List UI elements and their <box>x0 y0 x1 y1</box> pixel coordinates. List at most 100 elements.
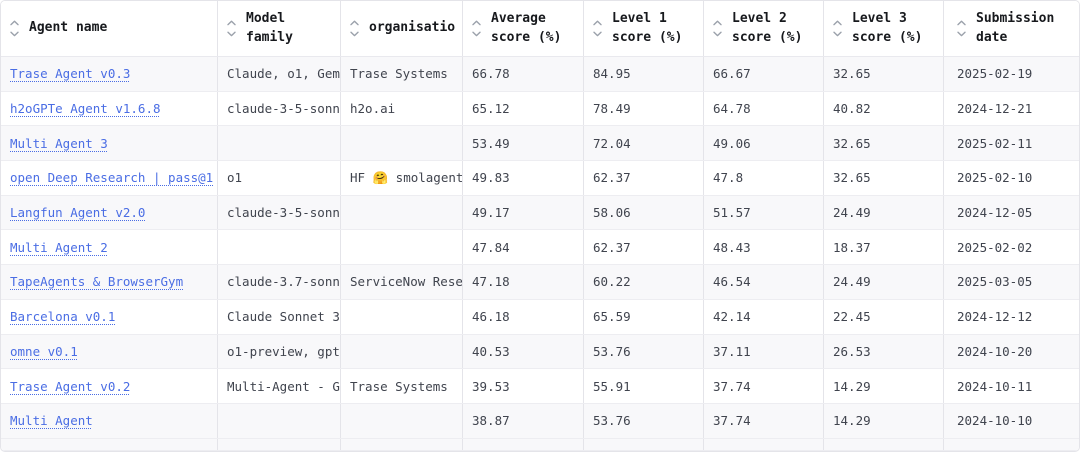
sort-ascending-icon <box>227 20 236 26</box>
average-score-cell: 49.17 <box>463 195 584 230</box>
agent-link[interactable]: Multi Agent <box>10 413 93 429</box>
agent-link[interactable]: omne v0.1 <box>10 343 78 359</box>
sort-control[interactable] <box>472 20 481 37</box>
average-score-cell: 47.84 <box>463 230 584 265</box>
empty-cell <box>218 438 341 450</box>
sort-control[interactable] <box>10 20 19 37</box>
level3-score-cell: 40.82 <box>824 91 944 126</box>
model-family-cell: claude-3-5-sonn <box>218 195 341 230</box>
table-row: Trase Agent v0.2 Multi-Agent - G Trase S… <box>1 369 1079 404</box>
submission-date-cell: 2025-02-11 <box>957 135 1033 151</box>
level3-score-cell: 26.53 <box>824 334 944 369</box>
agent-name-cell: Barcelona v0.1 <box>1 299 218 334</box>
model-family-cell: Multi-Agent - G <box>218 369 341 403</box>
model-family-cell <box>218 230 341 265</box>
column-header-label: Average score (%) <box>491 10 562 45</box>
agent-link[interactable]: TapeAgents & BrowserGym <box>10 274 184 290</box>
column-header-label: Model family <box>246 10 293 45</box>
level1-score-cell: 53.76 <box>584 403 704 438</box>
column-header[interactable]: Average score (%) <box>463 1 584 56</box>
agent-link[interactable]: Multi Agent 2 <box>10 239 108 255</box>
level2-score-cell: 42.14 <box>704 299 824 334</box>
organisation-cell <box>341 230 463 265</box>
level3-score-cell: 14.29 <box>824 369 944 403</box>
sort-control[interactable] <box>350 20 359 37</box>
sort-control[interactable] <box>833 20 842 37</box>
agent-name-cell: Langfun Agent v2.0 <box>1 195 218 230</box>
level1-score-cell: 72.04 <box>584 126 704 161</box>
column-header[interactable]: Agent name <box>1 1 218 56</box>
agent-link[interactable]: Multi Agent 3 <box>10 135 108 151</box>
level3-score-cell: 32.65 <box>824 126 944 161</box>
organisation-cell: Trase Systems <box>341 369 463 403</box>
sort-ascending-icon <box>350 20 359 26</box>
level2-score-cell: 48.43 <box>704 230 824 265</box>
organisation-cell: Trase Systems <box>341 57 463 91</box>
column-header[interactable]: Level 1 score (%) <box>584 1 704 56</box>
table-row: Multi Agent 38.87 53.76 37.74 14.29 2024… <box>1 403 1079 439</box>
agent-link[interactable]: Trase Agent v0.2 <box>10 378 131 394</box>
organisation-cell <box>341 299 463 334</box>
sort-ascending-icon <box>833 20 842 26</box>
average-score-cell: 47.18 <box>463 265 584 299</box>
sort-descending-icon <box>472 31 481 37</box>
level3-score-cell: 32.65 <box>824 57 944 91</box>
sort-descending-icon <box>713 31 722 37</box>
level2-score-cell: 49.06 <box>704 126 824 161</box>
level2-score-cell: 64.78 <box>704 91 824 126</box>
agent-link[interactable]: Trase Agent v0.3 <box>10 66 131 82</box>
model-family-cell: o1 <box>218 161 341 195</box>
column-header[interactable]: Model family <box>218 1 341 56</box>
sort-descending-icon <box>227 31 236 37</box>
sort-ascending-icon <box>10 20 19 26</box>
agent-name-cell: TapeAgents & BrowserGym <box>1 265 218 299</box>
level3-score-cell: 14.29 <box>824 403 944 438</box>
submission-date-cell: 2024-12-21 <box>957 101 1033 117</box>
column-header[interactable]: organisation <box>341 1 463 56</box>
level1-score-cell: 55.91 <box>584 369 704 403</box>
level3-score-cell: 24.49 <box>824 265 944 299</box>
sort-descending-icon <box>833 31 842 37</box>
level3-score-cell: 18.37 <box>824 230 944 265</box>
model-family-cell: Claude Sonnet 3 <box>218 299 341 334</box>
level2-score-cell: 37.11 <box>704 334 824 369</box>
sort-descending-icon <box>350 31 359 37</box>
agent-name-cell: h2oGPTe Agent v1.6.8 <box>1 91 218 126</box>
organisation-cell <box>341 195 463 230</box>
sort-control[interactable] <box>713 20 722 37</box>
level2-score-cell: 66.67 <box>704 57 824 91</box>
column-header[interactable]: Level 2 score (%) <box>704 1 824 56</box>
organisation-cell: h2o.ai <box>341 91 463 126</box>
submission-date-cell: 2025-02-02 <box>957 239 1033 255</box>
average-score-cell: 66.78 <box>463 57 584 91</box>
header-row: Agent name Model family organisation Ave… <box>1 1 1079 57</box>
sort-control[interactable] <box>957 20 966 37</box>
level2-score-cell: 37.74 <box>704 369 824 403</box>
agent-link[interactable]: Barcelona v0.1 <box>10 309 116 325</box>
average-score-cell: 65.12 <box>463 91 584 126</box>
sort-control[interactable] <box>593 20 602 37</box>
empty-cell <box>824 438 944 450</box>
agent-link[interactable]: open Deep Research | pass@1 <box>10 170 214 186</box>
model-family-cell: claude-3-5-sonn <box>218 91 341 126</box>
submission-date-cell: 2024-12-12 <box>957 309 1033 325</box>
sort-descending-icon <box>10 31 19 37</box>
agent-name-cell: Multi Agent 3 <box>1 126 218 161</box>
agent-link[interactable]: h2oGPTe Agent v1.6.8 <box>10 101 161 117</box>
column-header[interactable]: Level 3 score (%) <box>824 1 944 56</box>
empty-cell <box>1 438 218 450</box>
level2-score-cell: 47.8 <box>704 161 824 195</box>
sort-ascending-icon <box>472 20 481 26</box>
table-row: open Deep Research | pass@1 o1 HF 🤗 smol… <box>1 161 1079 196</box>
level1-score-cell: 78.49 <box>584 91 704 126</box>
level2-score-cell: 46.54 <box>704 265 824 299</box>
column-header[interactable]: Submission date <box>944 1 1079 56</box>
sort-control[interactable] <box>227 20 236 37</box>
agent-name-cell: Trase Agent v0.3 <box>1 57 218 91</box>
average-score-cell: 49.83 <box>463 161 584 195</box>
agent-link[interactable]: Langfun Agent v2.0 <box>10 205 146 221</box>
level3-score-cell: 24.49 <box>824 195 944 230</box>
agent-name-cell: Multi Agent <box>1 403 218 438</box>
level1-score-cell: 84.95 <box>584 57 704 91</box>
empty-cell <box>704 438 824 450</box>
